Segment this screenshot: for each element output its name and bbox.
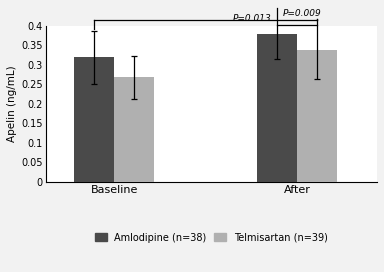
Bar xyxy=(114,78,154,182)
Y-axis label: Apelin (ng/mL): Apelin (ng/mL) xyxy=(7,66,17,142)
Text: P=0.013: P=0.013 xyxy=(233,14,271,23)
Legend: Amlodipine (n=38), Telmisartan (n=39): Amlodipine (n=38), Telmisartan (n=39) xyxy=(95,233,328,243)
Bar xyxy=(297,50,337,182)
Bar xyxy=(257,35,297,182)
Bar xyxy=(74,57,114,182)
Text: P=0.009: P=0.009 xyxy=(283,10,321,18)
